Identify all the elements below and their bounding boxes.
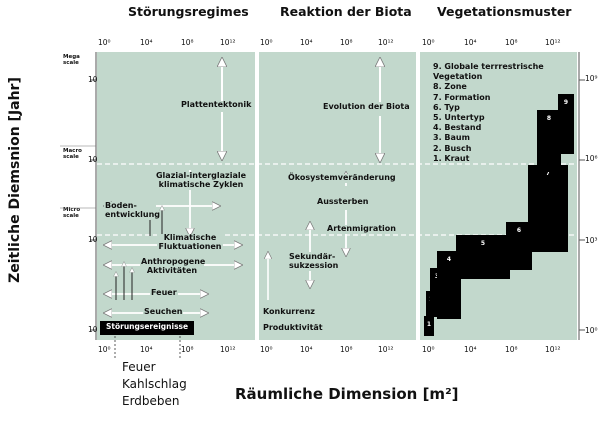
top-tick: 10⁴ xyxy=(300,38,313,47)
vegetation-level-item: 3. Baum xyxy=(433,133,470,143)
label-klimatische-fluktuationen: Klimatische Fluktuationen xyxy=(157,233,223,252)
label-plattentektonik: Plattentektonik xyxy=(180,100,253,110)
label-aussterben: Aussterben xyxy=(316,197,370,207)
right-axis xyxy=(578,52,585,340)
vegetation-levels-list: 9. Globale terrrestrische Vegetation 8. … xyxy=(433,62,563,164)
left-tick-2: 10⁰ xyxy=(88,155,101,164)
veg-box-6: 6 xyxy=(506,222,532,270)
label-evolution-der-biota: Evolution der Biota xyxy=(322,102,411,112)
bottom-tick: 10¹² xyxy=(545,345,561,354)
right-tick-2: 10⁶ xyxy=(585,154,598,163)
event-item: Erdbeben xyxy=(122,394,180,408)
vegetation-level-item: 7. Formation xyxy=(433,92,491,102)
right-tick-4: 10⁰ xyxy=(585,326,598,335)
veg-box-9: 9 xyxy=(558,94,574,154)
bottom-tick: 10⁸ xyxy=(505,345,518,354)
label-seuchen: Seuchen xyxy=(143,307,184,317)
label-feuer: Feuer xyxy=(150,288,178,298)
vegetation-level-item: 8. Zone xyxy=(433,82,467,92)
top-tick: 10⁴ xyxy=(140,38,153,47)
bottom-tick: 10⁰ xyxy=(422,345,435,354)
right-tick-1: 10⁹ xyxy=(585,74,598,83)
label-stoerungsereignisse: Störungsereignisse xyxy=(106,322,189,331)
label-bodenentwicklung: Boden- entwicklung xyxy=(104,201,160,220)
title-stoerungsregimes: Störungsregimes xyxy=(128,4,249,19)
vegetation-level-item: 9. Globale terrrestrische Vegetation xyxy=(433,62,544,82)
label-artenmigration: Artenmigration xyxy=(326,224,397,234)
label-produktivitaet: Produktivität xyxy=(262,323,324,333)
vegetation-level-item: 1. Kraut xyxy=(433,153,470,163)
bottom-tick: 10⁴ xyxy=(140,345,153,354)
top-tick: 10⁰ xyxy=(260,38,273,47)
veg-box-1: 1 xyxy=(424,316,434,336)
top-tick: 10¹² xyxy=(378,38,394,47)
top-tick: 10¹² xyxy=(220,38,236,47)
label-sekundaersukzession: Sekundär- sukzession xyxy=(288,252,339,271)
top-tick: 10⁴ xyxy=(464,38,477,47)
vegetation-level-item: 6. Typ xyxy=(433,102,460,112)
label-konkurrenz: Konkurrenz xyxy=(262,307,316,317)
bottom-tick: 10⁸ xyxy=(340,345,353,354)
top-tick: 10⁸ xyxy=(340,38,353,47)
title-vegetationsmuster: Vegetationsmuster xyxy=(437,4,572,19)
bottom-tick: 10⁴ xyxy=(464,345,477,354)
label-anthropogene-aktivitaeten: Anthropogene Aktivitäten xyxy=(140,257,206,276)
top-tick: 10¹² xyxy=(545,38,561,47)
bottom-tick: 10¹² xyxy=(220,345,236,354)
bottom-tick: 10⁸ xyxy=(181,345,194,354)
veg-box-8: 8 xyxy=(537,110,561,172)
left-tick-3: 10¹ xyxy=(88,235,101,244)
top-tick: 10⁸ xyxy=(505,38,518,47)
bottom-tick: 10⁰ xyxy=(98,345,111,354)
vegetation-level-item: 4. Bestand xyxy=(433,123,482,133)
event-pointer-lines xyxy=(114,336,181,360)
disturbance-events-list: Feuer Kahlschlag Erdbeben xyxy=(122,359,187,410)
mega-scale-label: Mega scale xyxy=(63,54,80,67)
bottom-tick: 10⁰ xyxy=(260,345,273,354)
macro-scale-label: Macro scale xyxy=(63,148,82,161)
right-tick-3: 10³ xyxy=(585,236,598,245)
label-oekosystemveraenderung: Ökosystemveränderung xyxy=(287,173,397,183)
bottom-tick: 10¹² xyxy=(378,345,394,354)
vegetation-level-item: 2. Busch xyxy=(433,143,472,153)
top-tick: 10⁰ xyxy=(98,38,111,47)
micro-scale-label: Micro scale xyxy=(63,207,81,220)
event-item: Kahlschlag xyxy=(122,377,187,391)
left-tick-4: 10⁰ xyxy=(88,325,101,334)
veg-box-7: 7 xyxy=(528,165,568,252)
panel-reaktion-der-biota xyxy=(259,52,416,340)
left-axis xyxy=(60,52,97,340)
title-reaktion-der-biota: Reaktion der Biota xyxy=(280,4,412,19)
left-tick-1: 10³ xyxy=(88,75,101,84)
vegetation-level-item: 5. Untertyp xyxy=(433,113,485,123)
top-tick: 10⁰ xyxy=(422,38,435,47)
label-glazial-interglaziale-zyklen: Glazial-interglaziale klimatische Zyklen xyxy=(150,171,252,190)
bottom-tick: 10⁴ xyxy=(300,345,313,354)
stoerungsereignisse-bar xyxy=(100,321,194,335)
veg-box-5: 5 xyxy=(456,235,510,279)
event-item: Feuer xyxy=(122,360,156,374)
x-axis-label: Räumliche Dimension [m²] xyxy=(235,385,459,403)
top-tick: 10⁸ xyxy=(181,38,194,47)
